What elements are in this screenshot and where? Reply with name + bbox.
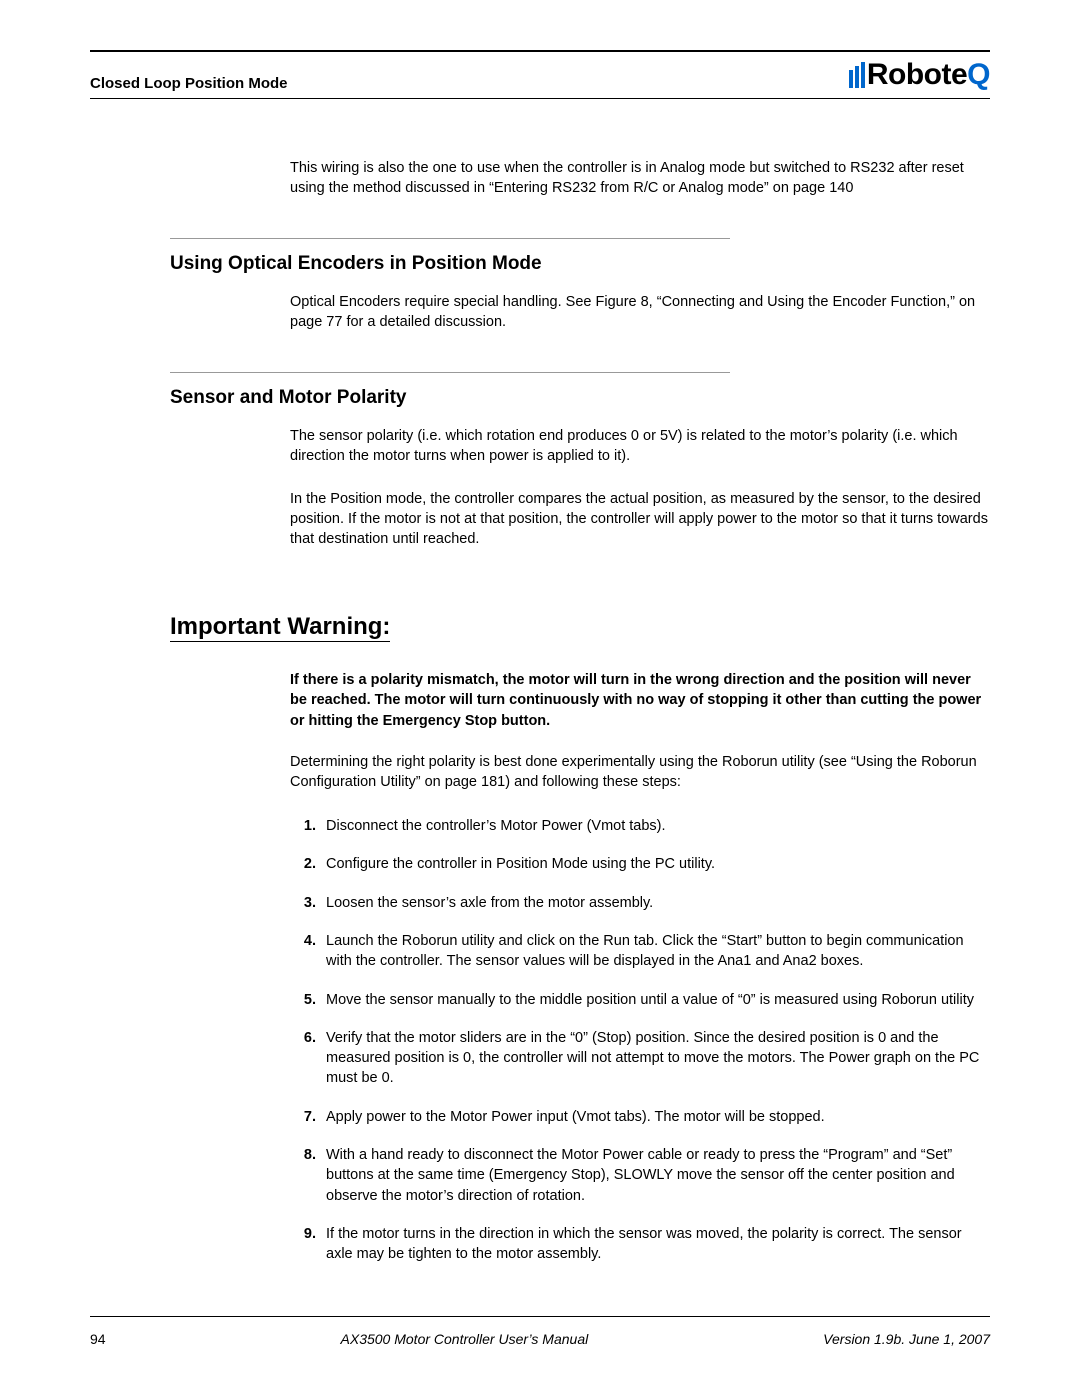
logo-text: RoboteQ [867, 58, 990, 92]
section-rule-2 [170, 372, 730, 373]
section-heading-encoders: Using Optical Encoders in Position Mode [170, 253, 990, 275]
warning-heading: Important Warning: [170, 613, 390, 642]
step-item: Verify that the motor sliders are in the… [320, 1028, 990, 1089]
intro-paragraph: This wiring is also the one to use when … [290, 159, 990, 198]
top-rule [90, 50, 990, 52]
section-1-paragraph: Optical Encoders require special handlin… [290, 293, 990, 332]
step-item: Loosen the sensor’s axle from the motor … [320, 893, 990, 913]
version-text: Version 1.9b. June 1, 2007 [823, 1331, 990, 1347]
step-item: Disconnect the controller’s Motor Power … [320, 816, 990, 836]
logo-text-main: Robote [867, 58, 967, 91]
step-item: Move the sensor manually to the middle p… [320, 990, 990, 1010]
step-item: If the motor turns in the direction in w… [320, 1224, 990, 1265]
roboteq-logo: RoboteQ [849, 58, 990, 92]
page-footer: 94 AX3500 Motor Controller User’s Manual… [90, 1316, 990, 1347]
section-2-paragraph-1: The sensor polarity (i.e. which rotation… [290, 427, 990, 466]
warning-block: Important Warning: [90, 573, 990, 670]
determining-paragraph: Determining the right polarity is best d… [290, 753, 990, 792]
steps-list: Disconnect the controller’s Motor Power … [290, 816, 990, 1264]
section-2-paragraph-2: In the Position mode, the controller com… [290, 490, 990, 549]
step-item: Launch the Roborun utility and click on … [320, 931, 990, 972]
page-container: Closed Loop Position Mode RoboteQ This w… [0, 0, 1080, 1333]
section-rule-1 [170, 238, 730, 239]
section-heading-polarity: Sensor and Motor Polarity [170, 387, 990, 409]
step-item: With a hand ready to disconnect the Moto… [320, 1145, 990, 1206]
step-item: Apply power to the Motor Power input (Vm… [320, 1107, 990, 1127]
header-section-title: Closed Loop Position Mode [90, 75, 288, 92]
page-number: 94 [90, 1331, 106, 1347]
warning-text: If there is a polarity mismatch, the mot… [290, 670, 990, 731]
page-header: Closed Loop Position Mode RoboteQ [90, 58, 990, 99]
logo-text-accent: Q [967, 58, 990, 91]
manual-title: AX3500 Motor Controller User’s Manual [341, 1331, 589, 1347]
step-item: Configure the controller in Position Mod… [320, 854, 990, 874]
logo-bars-icon [849, 62, 865, 88]
